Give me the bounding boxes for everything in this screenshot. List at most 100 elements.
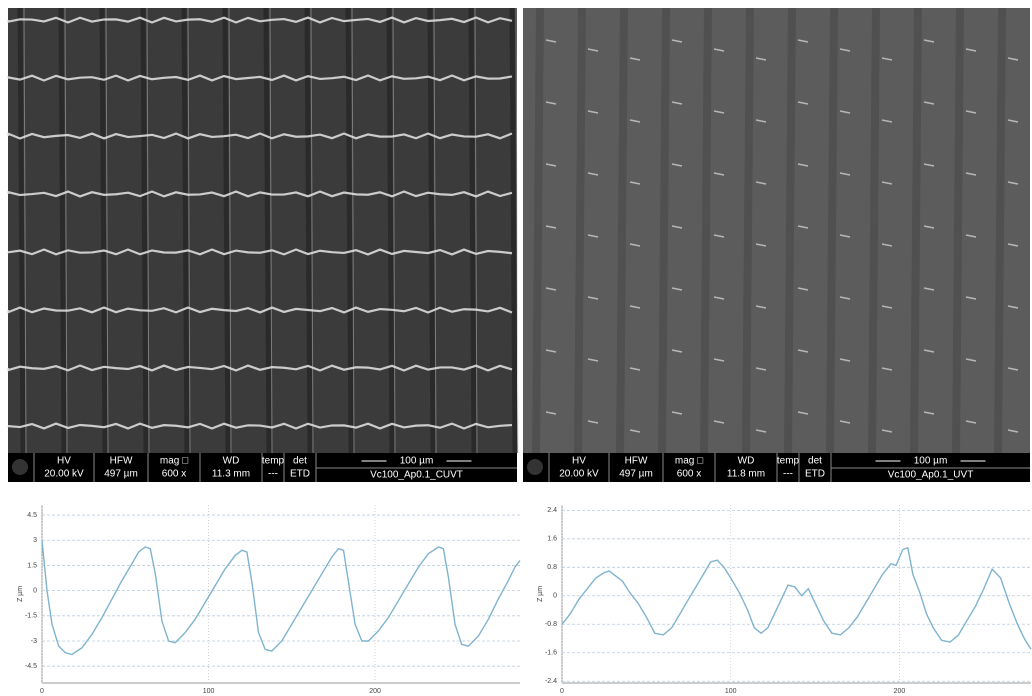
info-value: 600 x bbox=[677, 469, 701, 480]
texture bbox=[965, 110, 977, 114]
texture bbox=[629, 305, 641, 309]
texture bbox=[797, 287, 809, 291]
texture bbox=[474, 7, 478, 454]
texture bbox=[222, 7, 231, 454]
texture bbox=[713, 110, 725, 114]
texture bbox=[923, 287, 935, 291]
texture bbox=[228, 7, 232, 454]
texture bbox=[304, 7, 313, 454]
texture bbox=[545, 39, 557, 43]
texture bbox=[6, 16, 513, 24]
texture bbox=[1007, 57, 1019, 61]
texture bbox=[881, 57, 893, 61]
texture bbox=[386, 7, 395, 454]
texture bbox=[6, 422, 513, 430]
texture bbox=[671, 39, 683, 43]
texture bbox=[797, 411, 809, 415]
texture bbox=[545, 163, 557, 167]
texture bbox=[105, 7, 109, 454]
y-tick-label: -4.5 bbox=[25, 663, 37, 670]
texture bbox=[713, 296, 725, 300]
texture bbox=[99, 7, 108, 454]
x-tick-label: 200 bbox=[894, 688, 906, 695]
texture bbox=[755, 243, 767, 247]
info-value: 11.3 mm bbox=[212, 469, 250, 480]
texture bbox=[755, 57, 767, 61]
texture bbox=[994, 7, 1006, 454]
texture bbox=[671, 225, 683, 229]
texture bbox=[713, 234, 725, 238]
texture bbox=[263, 7, 272, 454]
y-tick-label: 1.5 bbox=[27, 562, 37, 569]
texture bbox=[433, 7, 437, 454]
logo bbox=[12, 459, 28, 475]
info-header: HV bbox=[57, 456, 71, 467]
texture bbox=[797, 349, 809, 353]
texture bbox=[965, 420, 977, 424]
profile-line bbox=[41, 540, 521, 656]
info-value: 600 x bbox=[162, 469, 186, 480]
texture bbox=[713, 358, 725, 362]
info-header: temp bbox=[777, 456, 800, 467]
texture bbox=[797, 39, 809, 43]
texture bbox=[713, 420, 725, 424]
texture bbox=[881, 367, 893, 371]
texture bbox=[797, 101, 809, 105]
texture bbox=[574, 7, 586, 454]
texture bbox=[952, 7, 964, 454]
texture bbox=[965, 296, 977, 300]
texture bbox=[923, 39, 935, 43]
texture bbox=[1007, 243, 1019, 247]
info-value: 20.00 kV bbox=[559, 469, 599, 480]
info-value: 11.8 mm bbox=[727, 469, 765, 480]
texture bbox=[671, 287, 683, 291]
texture bbox=[755, 367, 767, 371]
texture bbox=[755, 305, 767, 309]
texture bbox=[965, 48, 977, 52]
texture bbox=[23, 7, 27, 454]
texture bbox=[881, 305, 893, 309]
sample-name: Vc100_Ap0.1_CUVT bbox=[370, 470, 463, 481]
texture bbox=[515, 7, 519, 454]
texture bbox=[6, 364, 513, 372]
texture bbox=[1007, 305, 1019, 309]
texture bbox=[755, 181, 767, 185]
texture bbox=[923, 411, 935, 415]
x-tick-label: 200 bbox=[369, 688, 381, 695]
texture bbox=[839, 172, 851, 176]
texture bbox=[587, 110, 599, 114]
sample-name: Vc100_Ap0.1_UVT bbox=[888, 470, 974, 481]
texture bbox=[468, 7, 477, 454]
texture bbox=[965, 234, 977, 238]
texture bbox=[545, 101, 557, 105]
y-tick-label: -3 bbox=[31, 638, 37, 645]
scale-label: 100 µm bbox=[914, 456, 948, 467]
texture bbox=[1007, 181, 1019, 185]
profile-line bbox=[561, 546, 1032, 650]
info-header: WD bbox=[223, 456, 240, 467]
x-tick-label: 0 bbox=[40, 688, 44, 695]
texture bbox=[671, 101, 683, 105]
info-header: WD bbox=[738, 456, 755, 467]
texture bbox=[881, 119, 893, 123]
y-tick-label: 0.8 bbox=[547, 564, 557, 571]
texture bbox=[532, 7, 544, 454]
texture bbox=[868, 7, 880, 454]
texture bbox=[17, 7, 26, 454]
texture bbox=[351, 7, 355, 454]
texture bbox=[6, 74, 513, 82]
x-tick-label: 0 bbox=[560, 688, 564, 695]
texture bbox=[6, 306, 513, 314]
y-tick-label: -0.8 bbox=[545, 621, 557, 628]
texture bbox=[140, 7, 149, 454]
info-value: ETD bbox=[805, 469, 825, 480]
info-header: det bbox=[808, 456, 822, 467]
texture bbox=[700, 7, 712, 454]
texture bbox=[1007, 367, 1019, 371]
texture bbox=[839, 358, 851, 362]
texture bbox=[629, 243, 641, 247]
texture bbox=[58, 7, 67, 454]
scale-label: 100 µm bbox=[400, 456, 434, 467]
texture bbox=[671, 411, 683, 415]
